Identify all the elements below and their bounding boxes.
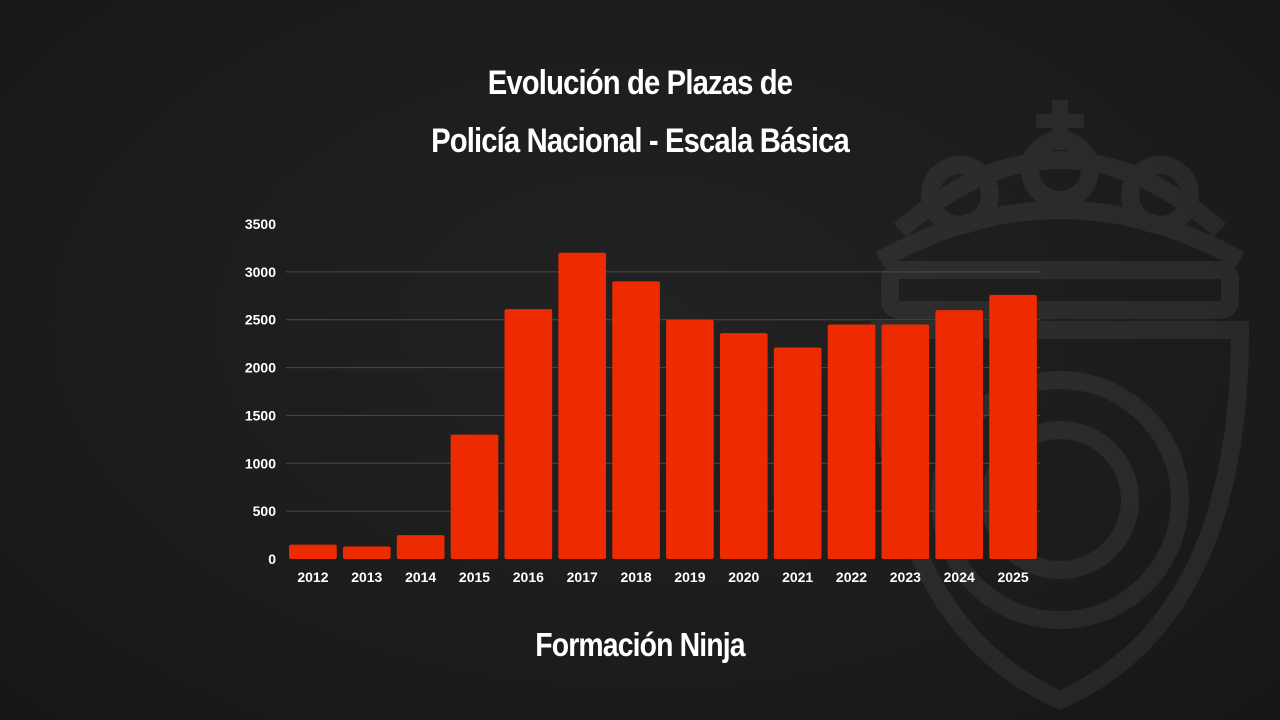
bar-2013 <box>342 546 391 559</box>
x-tick-label: 2018 <box>620 569 651 585</box>
bar-2017 <box>558 252 607 559</box>
chart-title-line-1: Evolución de Plazas de <box>487 64 793 102</box>
x-tick-label: 2015 <box>459 569 490 585</box>
y-tick-label: 3500 <box>245 216 276 232</box>
y-tick-label: 3000 <box>245 264 276 280</box>
bar-2014 <box>396 535 445 559</box>
brand-logo-text: Formación Ninja <box>535 626 745 663</box>
y-tick-label: 1500 <box>245 407 276 423</box>
y-tick-label: 2500 <box>245 312 276 328</box>
bars <box>289 252 1037 559</box>
bar-2021 <box>773 347 822 559</box>
bar-2012 <box>289 544 337 559</box>
y-tick-label: 500 <box>253 503 277 519</box>
bar-2018 <box>612 281 660 559</box>
x-tick-label: 2017 <box>567 569 598 585</box>
x-tick-label: 2012 <box>297 569 328 585</box>
x-tick-label: 2025 <box>997 569 1028 585</box>
y-tick-label: 1000 <box>245 455 276 471</box>
x-tick-label: 2022 <box>836 569 867 585</box>
bar-2023 <box>881 324 930 559</box>
x-tick-label: 2019 <box>674 569 705 585</box>
bar-2016 <box>504 309 553 559</box>
x-tick-label: 2016 <box>513 569 544 585</box>
bar-2015 <box>450 434 499 559</box>
bar-2020 <box>719 333 768 559</box>
y-tick-label: 0 <box>268 551 276 567</box>
chart-title-line-2: Policía Nacional - Escala Básica <box>431 122 850 160</box>
x-axis-ticks: 2012 2013 2014 2015 2016 2017 2018 2019 2020 2021… <box>297 569 1029 585</box>
bar-2024 <box>935 310 984 559</box>
x-tick-label: 2023 <box>890 569 921 585</box>
x-tick-label: 2024 <box>944 569 975 585</box>
x-tick-label: 2020 <box>728 569 759 585</box>
bar-2025 <box>989 294 1037 559</box>
y-axis-ticks: 0 500 1000 1500 2000 2500 3000 3500 <box>245 216 276 567</box>
x-tick-label: 2014 <box>405 569 436 585</box>
bar-2019 <box>666 319 714 559</box>
x-tick-label: 2021 <box>782 569 813 585</box>
x-tick-label: 2013 <box>351 569 382 585</box>
y-tick-label: 2000 <box>245 360 276 376</box>
bar-2022 <box>827 324 876 559</box>
